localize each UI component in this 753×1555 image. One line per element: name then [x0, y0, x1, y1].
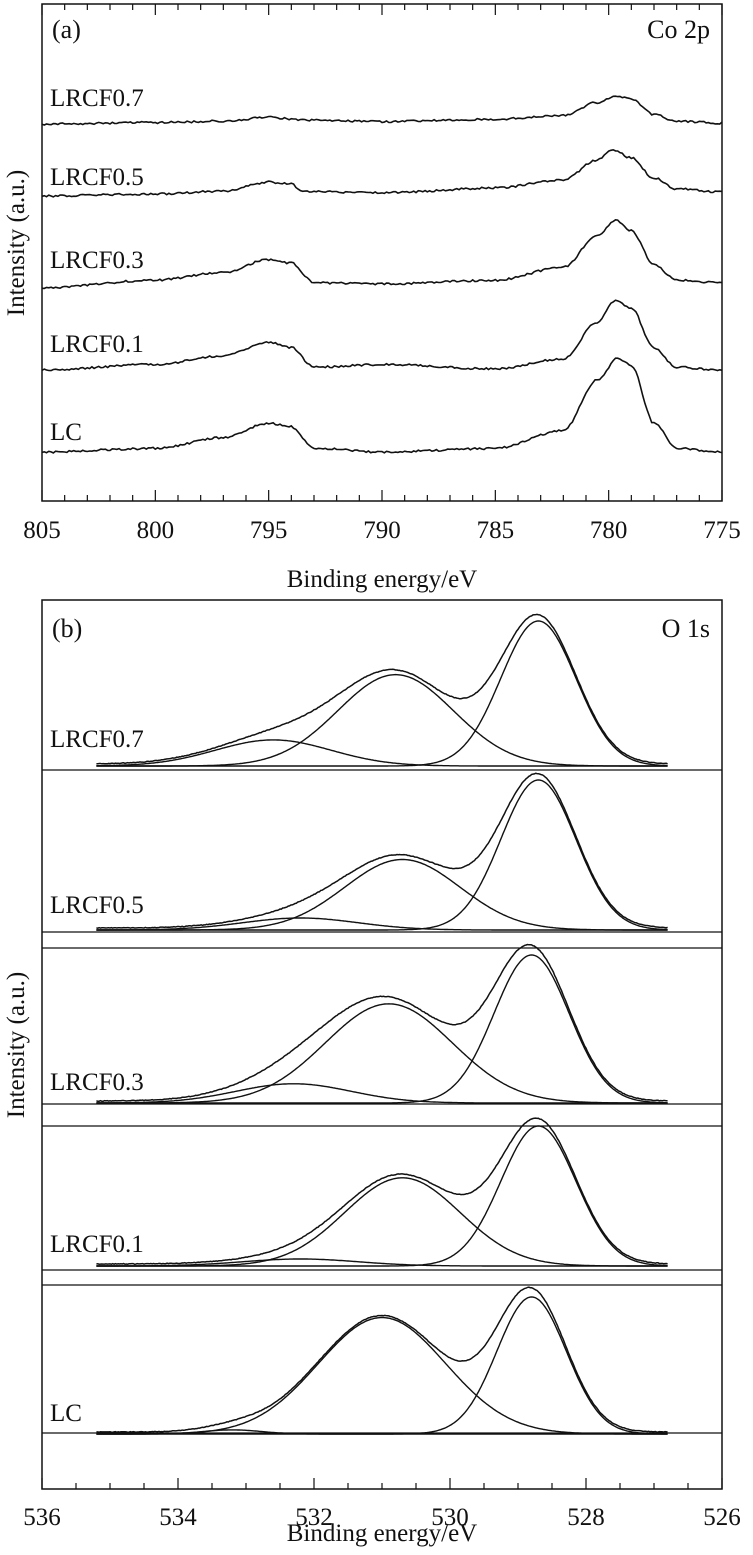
panel-b-x-tick-label: 534 [159, 1504, 197, 1531]
panel-a-sample-labels: LRCF0.7 LRCF0.5 LRCF0.3 LRCF0.1 LC [50, 85, 144, 446]
panel-a-x-tick-label: 775 [703, 517, 741, 544]
panel-b-y-axis-title: Intensity (a.u.) [3, 972, 30, 1118]
fit-component-LRCF0.3-3 [96, 1083, 668, 1104]
spectrum-line-LRCF0.7 [41, 95, 723, 126]
panel-a-element-label: Co 2p [647, 15, 710, 44]
panel-a-label: (a) [52, 15, 81, 44]
panel-a-sample-label: LRCF0.5 [50, 164, 144, 191]
panel-b-sample-labels: LRCF0.7 LRCF0.5 LRCF0.3 LRCF0.1 LC [50, 726, 144, 1427]
fit-component-LC-2 [96, 1316, 668, 1435]
panel-b-x-tick-label: 536 [23, 1504, 61, 1531]
panel-a-frame [41, 3, 723, 502]
panel-b-element-label: O 1s [662, 614, 710, 643]
panel-a-sample-label: LRCF0.3 [50, 247, 144, 274]
panel-a-co2p: (a) Co 2p 805 800 795 790 785 780 775 LRCF0.7L… [3, 3, 741, 593]
panel-a-sample-label: LRCF0.1 [50, 331, 144, 358]
fit-component-LRCF0.7-2 [96, 673, 668, 767]
envelope-LRCF0.3 [96, 943, 668, 1102]
envelope-LC [96, 1286, 668, 1433]
panel-b-sample-label: LRCF0.3 [50, 1069, 144, 1096]
envelope-LRCF0.1 [96, 1117, 668, 1265]
panel-b-sample-label: LRCF0.1 [50, 1231, 144, 1258]
panel-a-sample-label: LRCF0.7 [50, 85, 144, 112]
fit-component-LRCF0.1-2 [96, 1177, 668, 1267]
panel-b-sample-label: LRCF0.7 [50, 726, 144, 753]
panel-b-x-tick-label: 532 [295, 1504, 333, 1531]
fit-component-LRCF0.5-3 [96, 917, 668, 931]
fit-component-LRCF0.5-2 [96, 858, 668, 931]
spectrum-line-LC [41, 357, 723, 454]
panel-a-x-axis: 805 800 795 790 785 780 775 [23, 4, 741, 544]
fit-component-LRCF0.7-1 [96, 620, 668, 767]
fit-component-LC-3 [96, 1429, 668, 1435]
panel-a-spectra [41, 95, 723, 454]
panel-b-x-tick-label: 530 [431, 1504, 469, 1531]
panel-b-label: (b) [52, 614, 82, 643]
panel-b-spectra [96, 613, 668, 1435]
panel-a-x-tick-label: 795 [250, 517, 288, 544]
panel-a-x-tick-label: 780 [590, 517, 628, 544]
fit-component-LRCF0.1-1 [96, 1125, 668, 1267]
panel-a-x-tick-label: 790 [363, 517, 401, 544]
panel-b-x-tick-label: 528 [567, 1504, 605, 1531]
panel-a-x-tick-label: 805 [23, 517, 61, 544]
fit-component-LRCF0.7-3 [96, 739, 668, 767]
envelope-LRCF0.5 [96, 772, 668, 929]
panel-b-o1s: (b) O 1s 536 534 532 530 528 526 LRCF0.7LRCF0… [3, 599, 741, 1547]
panel-b-sample-label: LC [50, 1400, 82, 1427]
panel-a-x-axis-title: Binding energy/eV [287, 566, 477, 593]
panel-a-y-axis-title: Intensity (a.u.) [3, 170, 30, 316]
fit-component-LRCF0.5-1 [96, 779, 668, 931]
spectrum-line-LRCF0.3 [41, 218, 723, 290]
panel-a-x-tick-label: 785 [477, 517, 515, 544]
fit-component-LRCF0.3-1 [96, 954, 668, 1104]
panel-b-frame [41, 599, 723, 1490]
panel-b-x-axis: 536 534 532 530 528 526 [23, 769, 741, 1531]
panel-b-x-axis-title: Binding energy/eV [287, 1520, 477, 1547]
panel-b-x-tick-label: 526 [703, 1504, 741, 1531]
spectrum-line-LRCF0.1 [41, 299, 723, 372]
panel-b-sample-label: LRCF0.5 [50, 892, 144, 919]
fit-component-LRCF0.1-3 [96, 1258, 668, 1267]
panel-a-sample-label: LC [50, 419, 82, 446]
fit-component-LRCF0.3-2 [96, 1003, 668, 1104]
spectrum-line-LRCF0.5 [41, 148, 723, 198]
envelope-LRCF0.7 [96, 613, 668, 765]
panel-a-x-tick-label: 800 [137, 517, 175, 544]
